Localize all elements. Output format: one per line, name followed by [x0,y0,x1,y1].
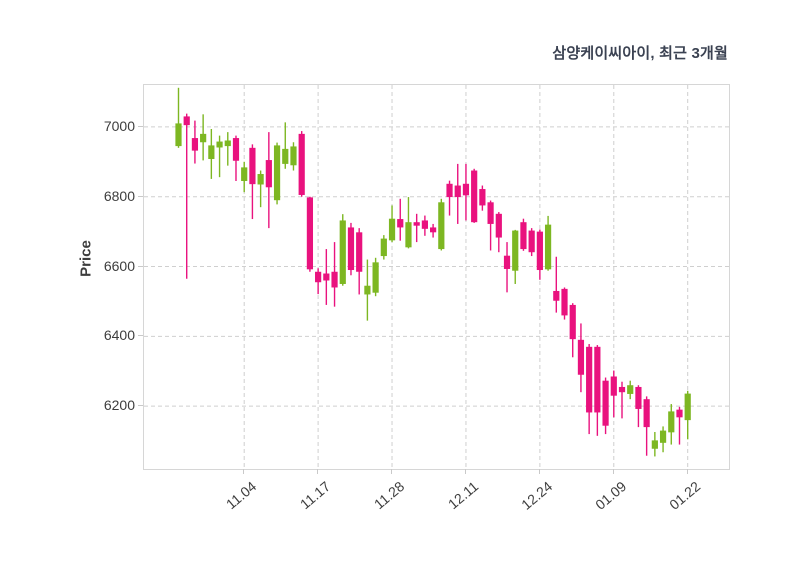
candle-body-up [388,218,396,241]
candlestick-plot [144,85,729,469]
candle-body-up [684,393,691,421]
candle-body-down [462,183,470,196]
candle-body-down [503,255,511,269]
candle-body-up [364,285,371,295]
x-tick-label: 12.11 [444,478,482,513]
x-tick-label: 11.28 [370,478,408,513]
candle-body-down [479,189,486,206]
candle-body-down [553,290,560,301]
candle-body-down [446,183,453,198]
x-tick-label: 12.24 [518,478,556,513]
candle-body-down [643,399,650,428]
y-tick-mark [138,265,143,267]
candle-body-up [257,174,264,185]
candle-body-down [397,219,404,228]
x-tick-mark [391,469,393,474]
candle-body-up [282,148,289,164]
candle-body-down [487,202,494,224]
x-tick-label: 11.17 [297,478,334,513]
candle-body-down [413,222,420,226]
candle-body-up [659,430,667,443]
candle-body-up [208,145,215,160]
candle-body-down [586,346,593,413]
y-tick-mark [138,195,143,197]
candle-body-down [602,380,609,426]
candle-body-up [339,220,346,284]
candle-body-up [438,202,445,250]
y-tick-label: 7000 [103,117,135,134]
x-tick-label: 01.09 [591,478,630,513]
x-tick-mark [317,469,319,474]
y-tick-label: 6200 [103,397,135,414]
x-tick-label: 01.22 [665,478,703,513]
candle-body-down [594,346,601,413]
candle-body-down [265,160,272,188]
candle-body-up [651,440,658,449]
candle-body-down [315,271,322,283]
candle-body-up [512,230,519,271]
candle-body-down [331,271,338,288]
candle-body-down [347,227,355,271]
candle-body-down [183,116,190,126]
y-tick-label: 6400 [103,327,135,344]
plot-area [143,84,730,470]
candle-body-down [528,230,535,253]
candle-body-up [668,411,675,433]
x-tick-mark [538,469,540,474]
x-tick-mark [464,469,466,474]
x-tick-mark [612,469,614,474]
y-tick-mark [138,125,143,127]
candle-body-down [569,304,576,340]
chart-title: 삼양케이씨아이, 최근 3개월 [552,45,728,62]
candle-body-down [298,133,305,195]
candle-body-down [232,138,240,161]
candle-body-down [471,170,478,223]
candle-body-down [191,138,199,151]
candle-body-down [495,213,502,238]
y-tick-label: 6800 [103,187,135,204]
candle-body-up [405,222,412,248]
candle-body-up [372,262,379,293]
y-tick-label: 6600 [103,257,135,274]
candle-body-up [216,141,223,148]
candle-body-down [421,220,428,229]
candle-body-down [536,231,543,271]
candle-body-up [241,167,248,181]
y-tick-mark [138,335,143,337]
candle-body-up [224,140,231,147]
candle-body-down [610,376,617,396]
candle-body-up [290,146,297,166]
x-tick-label: 11.04 [223,478,260,513]
candle-body-up [200,133,207,143]
candle-body-up [273,145,281,201]
candle-body-up [544,224,552,270]
candle-body-down [430,227,437,233]
candle-body-down [635,386,642,409]
candle-body-up [627,385,634,394]
candle-body-down [249,147,256,185]
candle-body-down [454,185,461,198]
x-tick-mark [686,469,688,474]
candle-body-down [356,232,363,272]
candle-body-down [577,339,585,375]
candle-body-up [380,238,387,257]
candle-body-down [306,197,314,270]
candle-body-down [561,288,568,316]
y-tick-mark [138,405,143,407]
x-tick-mark [243,469,245,474]
candle-body-down [676,409,683,418]
candle-body-down [618,386,626,393]
candle-body-up [175,123,182,147]
candle-body-down [323,273,330,281]
candle-body-down [520,222,527,250]
